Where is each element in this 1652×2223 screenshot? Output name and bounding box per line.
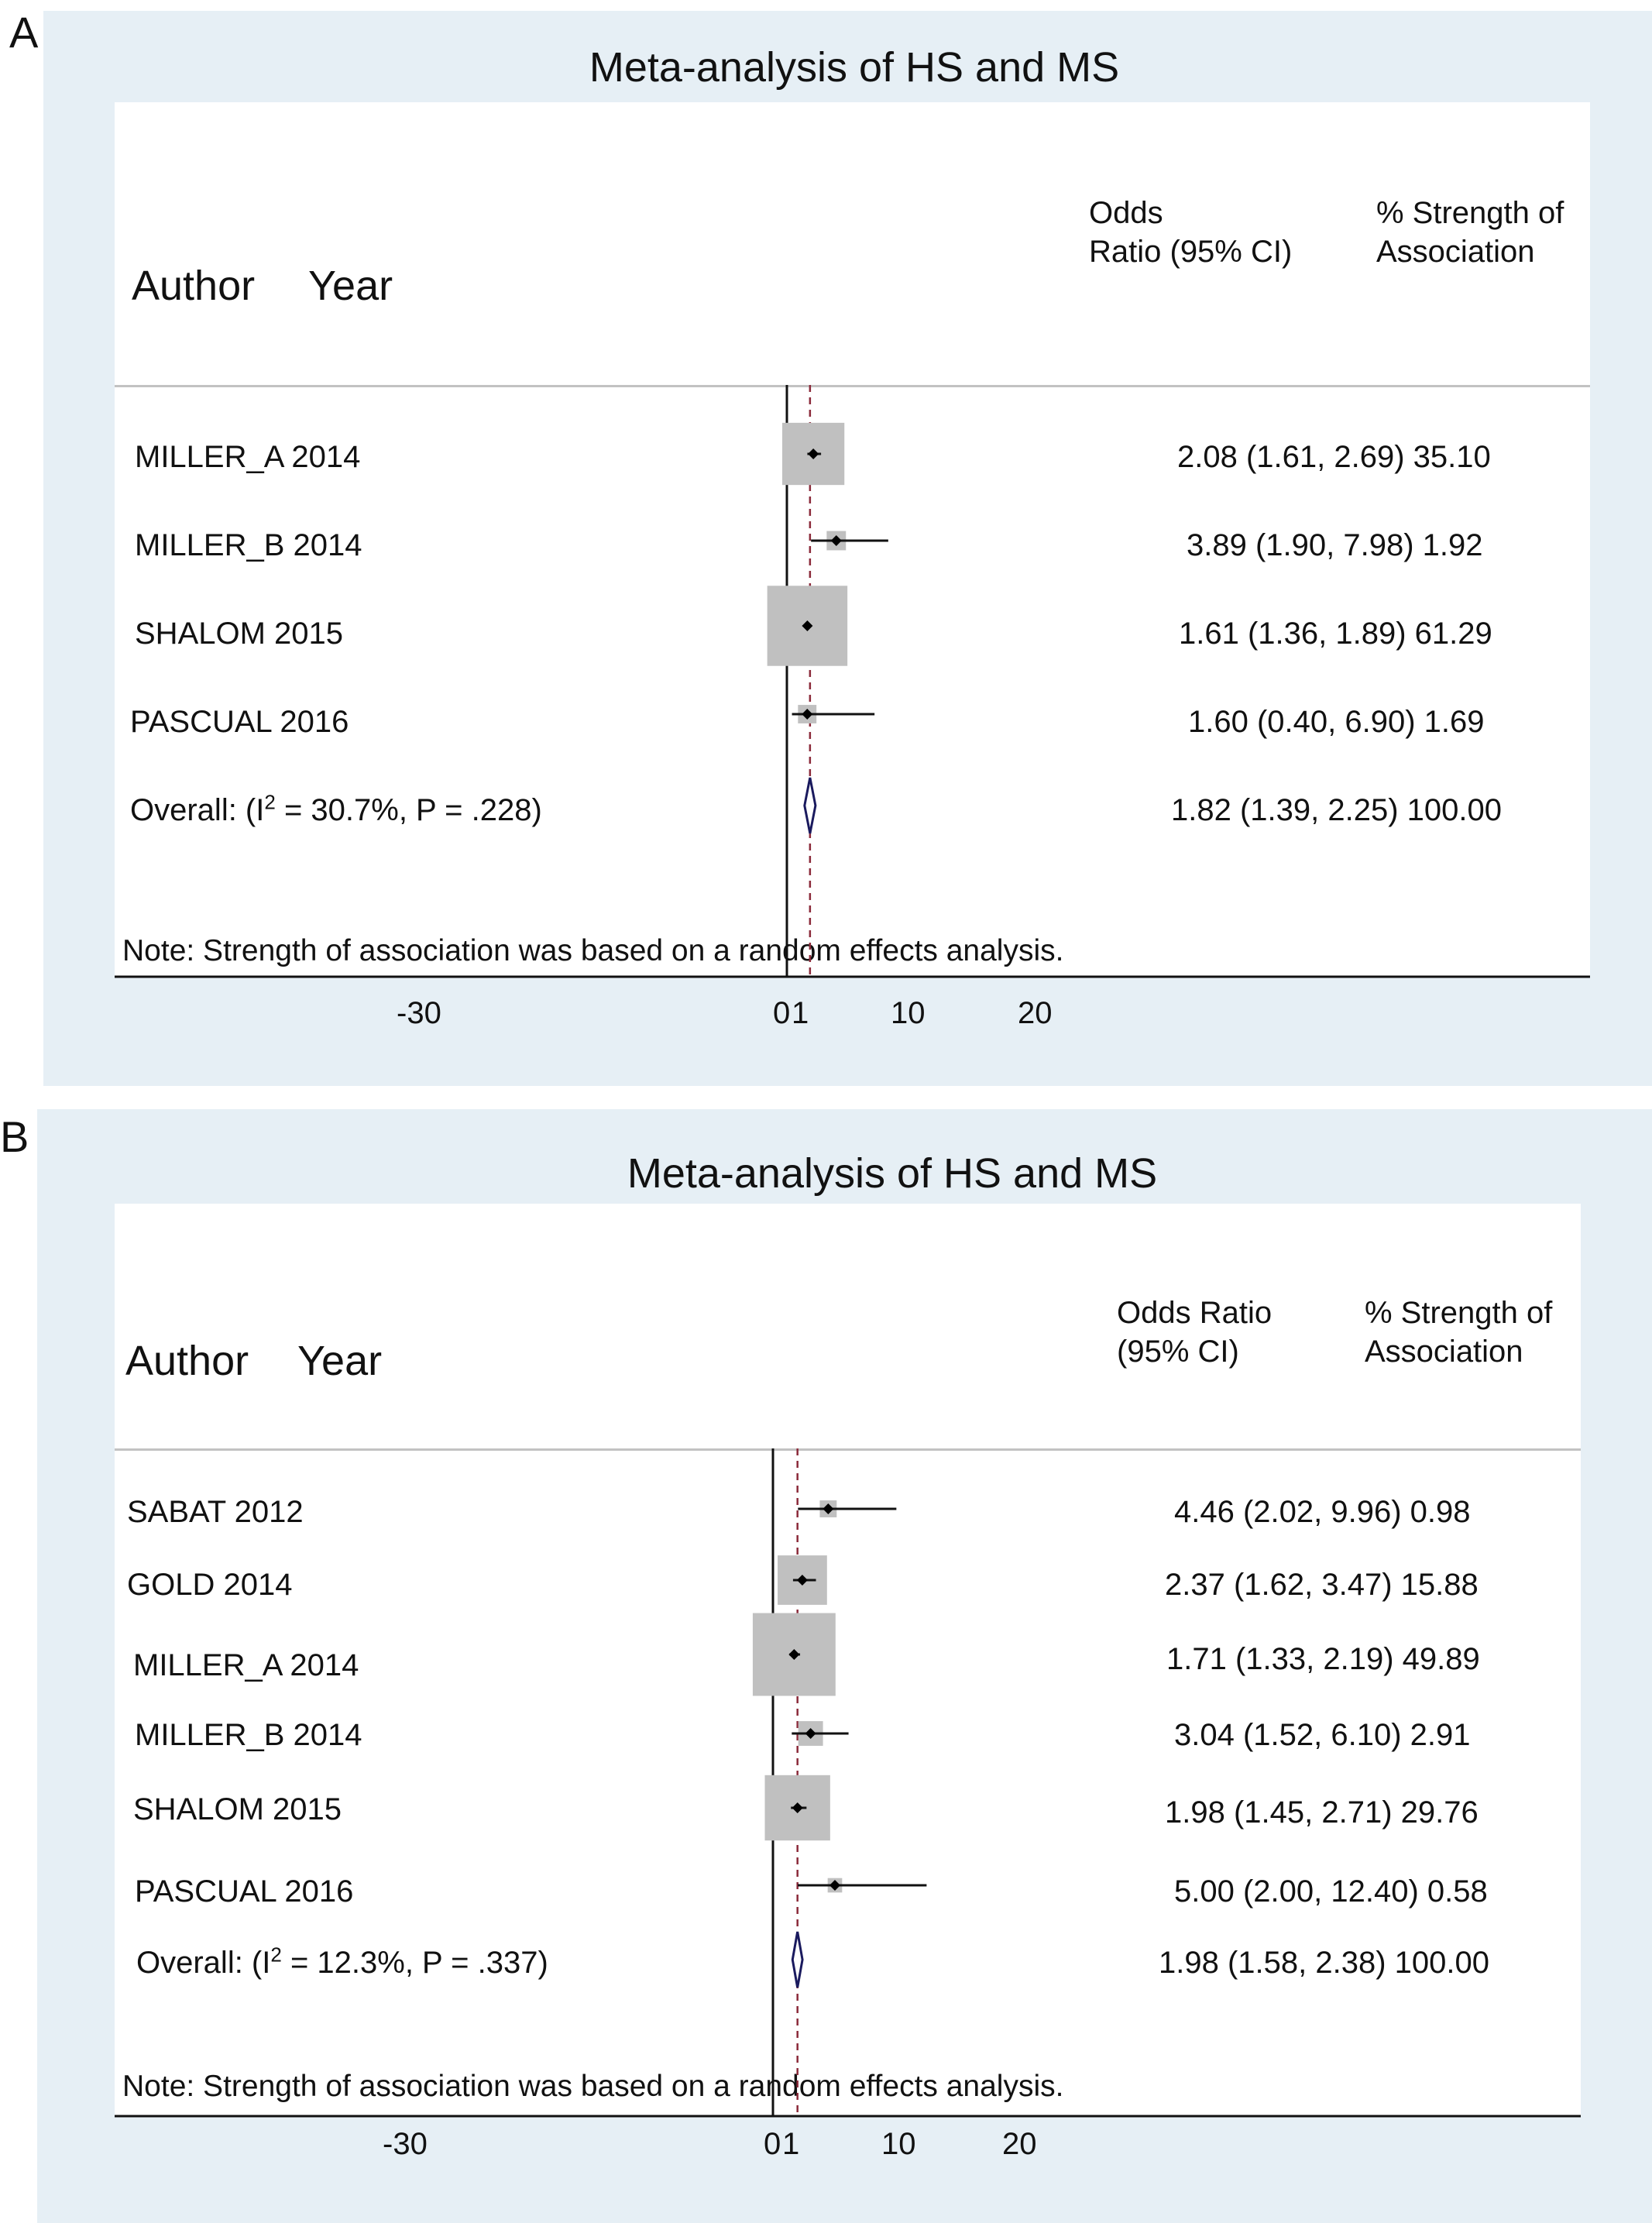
study-estimate: 5.00 (2.00, 12.40) 0.58	[1174, 1874, 1488, 1909]
study-label: SABAT 2012	[127, 1495, 304, 1529]
point-estimate-marker	[829, 1880, 840, 1891]
study-label: SHALOM 2015	[135, 617, 344, 651]
x-tick-label: 0	[773, 996, 791, 1030]
x-tick-label: 20	[1002, 2127, 1037, 2161]
study-label: MILLER_B 2014	[135, 1718, 362, 1752]
panel-label: A	[9, 8, 39, 57]
study-estimate: 3.04 (1.52, 6.10) 2.91	[1174, 1718, 1471, 1752]
study-label: SHALOM 2015	[133, 1792, 342, 1826]
author-column-header: Author	[132, 263, 256, 309]
weight-header-line2: Association	[1376, 235, 1535, 269]
weight-header-line1: % Strength of	[1365, 1296, 1553, 1330]
point-estimate-marker	[805, 1728, 816, 1739]
x-tick-label: 1	[782, 2127, 800, 2161]
chart-title: Meta-analysis of HS and MS	[589, 44, 1120, 91]
point-estimate-marker	[792, 1802, 803, 1813]
panel-b-plot-area	[115, 1204, 1581, 2116]
weight-header-line1: % Strength of	[1376, 196, 1564, 230]
chart-title: Meta-analysis of HS and MS	[627, 1150, 1158, 1197]
study-estimate: 3.89 (1.90, 7.98) 1.92	[1187, 528, 1483, 562]
overall-diamond	[791, 1931, 804, 1988]
point-estimate-marker	[802, 620, 813, 631]
overall-estimate: 1.98 (1.58, 2.38) 100.00	[1159, 1946, 1489, 1980]
odds-ratio-header-line1: Odds	[1089, 196, 1163, 230]
point-estimate-marker	[802, 709, 813, 720]
overall-estimate: 1.82 (1.39, 2.25) 100.00	[1171, 793, 1502, 827]
point-estimate-marker	[830, 535, 842, 546]
study-estimate: 1.61 (1.36, 1.89) 61.29	[1179, 617, 1492, 651]
study-label: MILLER_A 2014	[133, 1648, 359, 1682]
header-separator	[115, 1448, 1581, 1451]
odds-ratio-header-line2: (95% CI)	[1117, 1335, 1239, 1369]
study-estimate: 4.46 (2.02, 9.96) 0.98	[1174, 1495, 1471, 1529]
study-label: PASCUAL 2016	[130, 705, 349, 739]
overall-label: Overall: (I2 = 12.3%, P = .337)	[136, 1943, 548, 1980]
x-tick-label: 10	[891, 996, 926, 1030]
odds-ratio-header-line2: Ratio (95% CI)	[1089, 235, 1293, 269]
panel-label: B	[0, 1112, 29, 1161]
panel-a-plot-area	[115, 102, 1590, 976]
weight-header-line2: Association	[1365, 1335, 1523, 1369]
author-column-header: Author	[125, 1338, 249, 1384]
odds-ratio-header-line1: Odds Ratio	[1117, 1296, 1272, 1330]
study-label: GOLD 2014	[127, 1568, 293, 1602]
header-separator	[115, 385, 1590, 387]
x-tick-label: -30	[397, 996, 441, 1030]
year-column-header: Year	[297, 1338, 383, 1384]
year-column-header: Year	[308, 263, 393, 309]
point-estimate-marker	[823, 1503, 834, 1514]
study-estimate: 1.60 (0.40, 6.90) 1.69	[1188, 705, 1485, 739]
x-tick-label: 0	[764, 2127, 781, 2161]
point-estimate-marker	[808, 448, 819, 459]
study-estimate: 2.37 (1.62, 3.47) 15.88	[1165, 1568, 1479, 1602]
study-label: PASCUAL 2016	[135, 1874, 354, 1909]
point-estimate-marker	[788, 1649, 800, 1660]
x-tick-label: 20	[1018, 996, 1053, 1030]
footnote: Note: Strength of association was based …	[122, 934, 1064, 967]
x-tick-label: 1	[792, 996, 809, 1030]
study-label: MILLER_A 2014	[135, 440, 361, 474]
study-estimate: 2.08 (1.61, 2.69) 35.10	[1177, 440, 1491, 474]
study-label: MILLER_B 2014	[135, 528, 362, 562]
overall-diamond	[803, 777, 817, 834]
study-estimate: 1.71 (1.33, 2.19) 49.89	[1166, 1642, 1480, 1676]
overall-label: Overall: (I2 = 30.7%, P = .228)	[130, 790, 542, 827]
point-estimate-marker	[796, 1575, 808, 1586]
study-estimate: 1.98 (1.45, 2.71) 29.76	[1165, 1795, 1479, 1830]
footnote: Note: Strength of association was based …	[122, 2070, 1064, 2103]
x-tick-label: -30	[383, 2127, 428, 2161]
x-tick-label: 10	[881, 2127, 916, 2161]
